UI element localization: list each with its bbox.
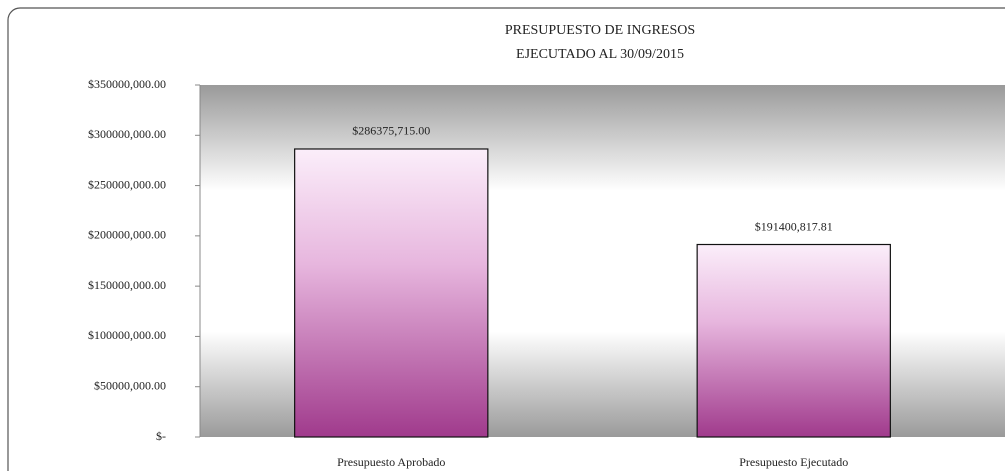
chart-border [7,7,1005,471]
bar [294,148,489,438]
chart-title: PRESUPUESTO DE INGRESOS [505,23,695,38]
x-tick-label: Presupuesto Ejecutado [739,455,848,469]
bar [696,243,891,438]
y-tick-label: $250000,000.00 [88,177,166,191]
y-tick-label: $150000,000.00 [88,278,166,292]
y-tick-label: $300000,000.00 [88,127,166,141]
x-tick-label: Presupuesto Aprobado [337,455,445,469]
y-tick-label: $100000,000.00 [88,328,166,342]
y-tick-label: $350000,000.00 [88,77,166,91]
data-label: $191400,817.81 [755,219,833,233]
y-tick-label: $50000,000.00 [94,378,166,392]
y-tick-label: $200000,000.00 [88,228,166,242]
data-label: $286375,715.00 [352,124,430,138]
chart-subtitle: EJECUTADO AL 30/09/2015 [516,47,684,62]
y-tick-label: $- [156,429,166,443]
